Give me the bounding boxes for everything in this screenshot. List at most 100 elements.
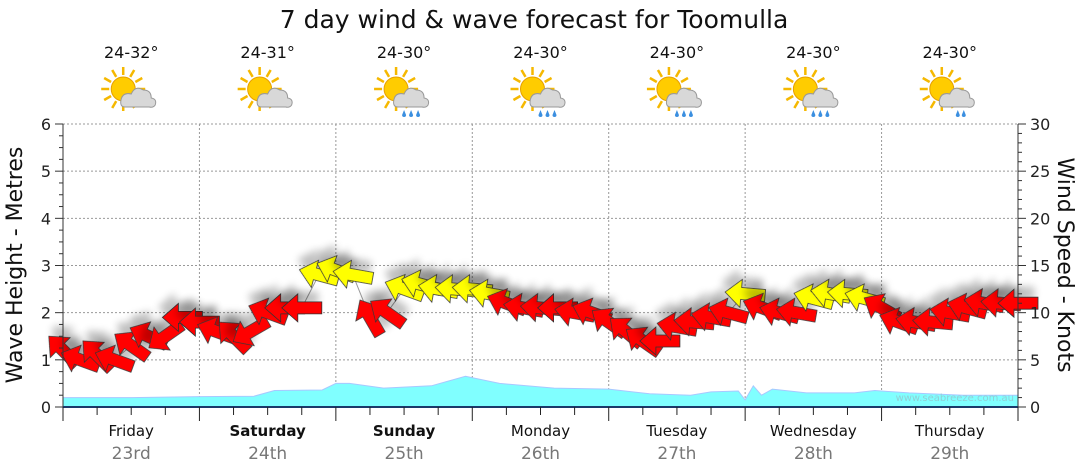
rain-drop xyxy=(818,110,823,117)
cloud xyxy=(256,87,293,108)
sun-ray xyxy=(239,76,249,84)
day-date: 28th xyxy=(794,444,833,464)
sun-cloud-icon xyxy=(101,67,157,111)
wind-arrow xyxy=(708,297,750,327)
cloud xyxy=(665,87,702,108)
sun-ray xyxy=(271,76,280,84)
sun-ray xyxy=(129,69,136,78)
axes: 0 1 2 3 4 5 6 0 5 10 15 20 25 30 xyxy=(41,115,1050,421)
rain-drop xyxy=(955,110,960,117)
day-date: 25th xyxy=(385,444,424,464)
wind-arrow xyxy=(281,293,323,323)
rain-drop xyxy=(811,110,816,117)
sun-cloud-rain-icon xyxy=(783,67,839,117)
wave-area xyxy=(62,375,1019,408)
wind-arrow xyxy=(114,331,152,363)
sun-ray xyxy=(247,100,254,109)
rain-drop xyxy=(545,110,550,117)
rain-drop xyxy=(409,110,414,117)
sun-ray xyxy=(793,69,800,78)
sun-ray xyxy=(520,100,527,109)
sun-ray xyxy=(811,69,818,78)
wind-arrow xyxy=(776,297,818,327)
right-tick-label: 15 xyxy=(1030,257,1050,276)
sun-ray xyxy=(383,100,391,109)
wind-arrow xyxy=(639,326,681,356)
sun-ray xyxy=(649,76,658,84)
sun-ray xyxy=(103,76,112,84)
right-tick-label: 30 xyxy=(1030,115,1050,134)
right-tick-label: 0 xyxy=(1030,398,1040,417)
sun-ray xyxy=(674,69,682,78)
wind-arrow xyxy=(355,299,386,339)
day-temp: 24-32° xyxy=(104,43,159,62)
day-date: 26th xyxy=(521,444,560,464)
wind-arrow-shape xyxy=(355,299,386,339)
sun-ray xyxy=(793,100,800,109)
cloud xyxy=(802,87,839,108)
wind-arrow-shape xyxy=(281,293,323,323)
sun-cloud-rain-icon xyxy=(646,67,702,117)
left-tick-label: 1 xyxy=(41,351,51,370)
day-name: Monday xyxy=(511,422,570,440)
rain-drop xyxy=(416,110,421,117)
sun-ray xyxy=(922,94,931,102)
wind-arrow-shape xyxy=(332,259,375,289)
sun-ray xyxy=(407,76,416,84)
cloud xyxy=(529,87,566,108)
left-tick-label: 3 xyxy=(41,257,51,276)
wind-arrows xyxy=(48,254,1039,375)
sun-ray xyxy=(512,76,522,84)
day-date: 24th xyxy=(248,444,287,464)
sun-ray xyxy=(383,69,391,78)
cloud xyxy=(938,87,975,108)
sun-cloud-light-rain-icon xyxy=(919,67,975,117)
day-temp: 24-30° xyxy=(650,43,705,62)
sun-ray xyxy=(376,76,385,84)
sun-ray xyxy=(543,76,553,84)
sun-ray xyxy=(656,100,664,109)
day-labels: Friday 23rd 24-32° Saturday 24th 24-31° Sunday… xyxy=(101,43,985,464)
right-tick-label: 25 xyxy=(1030,162,1050,181)
sun-ray xyxy=(512,94,522,102)
wave-series xyxy=(62,375,1019,408)
rain-drop xyxy=(674,110,679,117)
right-tick-label: 20 xyxy=(1030,209,1050,228)
day-name: Wednesday xyxy=(770,422,857,440)
day-name: Tuesday xyxy=(645,422,707,440)
sun-ray xyxy=(265,69,272,78)
day-name: Friday xyxy=(108,422,154,440)
wind-arrow xyxy=(178,307,220,337)
left-tick-label: 0 xyxy=(41,398,51,417)
sun-cloud-rain-icon xyxy=(374,67,430,117)
wind-arrow-shape xyxy=(114,331,152,363)
sun-ray xyxy=(401,69,409,78)
left-tick-label: 2 xyxy=(41,304,51,323)
sun-ray xyxy=(929,69,936,78)
wind-arrow-shape xyxy=(639,326,681,356)
wind-arrow-shape xyxy=(161,302,203,333)
wind-arrow-shape xyxy=(776,297,818,327)
watermark: www.seabreeze.com.au xyxy=(896,393,1014,404)
sun-ray xyxy=(656,69,664,78)
right-axis-label: Wind Speed - Knots xyxy=(1052,157,1077,372)
sun-ray xyxy=(929,100,936,109)
left-axis-label: Wave Height - Metres xyxy=(3,147,28,384)
rain-drop xyxy=(552,110,557,117)
sun-ray xyxy=(239,94,249,102)
cloud xyxy=(120,87,157,108)
sun-cloud-rain-icon xyxy=(510,67,566,117)
wind-arrow-shape xyxy=(94,344,136,373)
day-temp: 24-30° xyxy=(513,43,568,62)
rain-drop xyxy=(688,110,693,117)
wind-arrow-shape xyxy=(708,297,750,327)
day-temp: 24-30° xyxy=(377,43,432,62)
right-tick-label: 5 xyxy=(1030,351,1040,370)
rain-drop xyxy=(538,110,543,117)
rain-drop xyxy=(681,110,686,117)
wind-arrow-shape xyxy=(178,307,220,337)
day-date: 23rd xyxy=(112,444,151,464)
rain-drop xyxy=(825,110,830,117)
wind-arrow xyxy=(161,302,203,333)
